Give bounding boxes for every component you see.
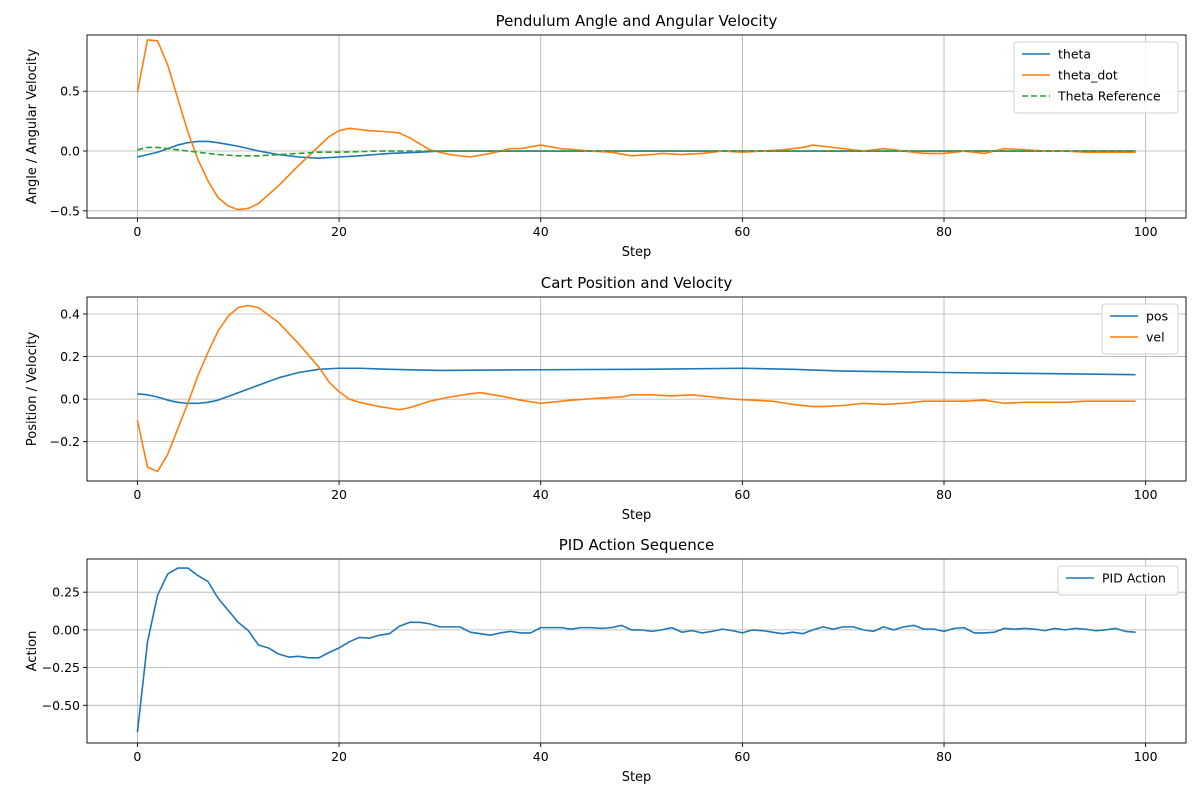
y-tick-label: 0.25 [52, 585, 80, 600]
y-tick-label: 0.4 [60, 307, 80, 322]
y-tick-label: −0.2 [50, 434, 80, 449]
legend-box [1057, 565, 1179, 596]
x-tick-label: 40 [533, 749, 549, 764]
y-tick-label: 0.0 [60, 392, 80, 407]
series-line-pid-action [136, 567, 1136, 733]
y-axis-label: Action [25, 631, 40, 672]
chart-1: 0 20 40 60 80 100 −0.5 0.0 0.5 Pendulum Angle and… [25, 12, 1187, 260]
legend-label: vel [1146, 330, 1165, 345]
x-axis-label: Step [622, 245, 652, 260]
x-tick-label: 100 [1134, 487, 1158, 502]
legend: theta theta_dot Theta Reference [1013, 41, 1179, 114]
legend-box [1013, 41, 1179, 114]
series-line-vel [136, 304, 1136, 473]
x-tick-label: 20 [331, 749, 347, 764]
x-tick-label: 100 [1134, 749, 1158, 764]
x-tick-label: 20 [331, 487, 347, 502]
y-tick-label: −0.50 [42, 698, 80, 713]
x-tick-label: 0 [133, 224, 141, 239]
chart-title: PID Action Sequence [559, 536, 715, 554]
x-tick-label: 60 [734, 224, 750, 239]
x-tick-label: 40 [533, 487, 549, 502]
series-line-pos [137, 367, 1136, 405]
y-axis-label: Angle / Angular Velocity [25, 49, 40, 205]
y-tick-label: −0.25 [42, 660, 80, 675]
x-tick-label: 100 [1134, 224, 1158, 239]
y-tick-label: 0.00 [52, 622, 80, 637]
x-tick-label: 0 [133, 487, 141, 502]
legend-label: PID Action [1102, 571, 1166, 586]
chart-title: Pendulum Angle and Angular Velocity [496, 12, 778, 30]
x-tick-label: 20 [331, 224, 347, 239]
chart-title: Cart Position and Velocity [541, 274, 733, 292]
y-tick-label: −0.5 [50, 203, 80, 218]
x-tick-label: 60 [734, 487, 750, 502]
legend: PID Action [1057, 565, 1179, 596]
chart-2: 0 20 40 60 80 100 −0.2 0.0 0.2 0.4 Cart Position a… [25, 274, 1187, 523]
legend-label: pos [1146, 309, 1168, 324]
chart-3: 0 20 40 60 80 100 −0.50 −0.25 0.00 0.25 PID Action… [25, 536, 1187, 785]
series-line-theta-reference [137, 146, 1136, 157]
series-line-theta-dot [136, 38, 1136, 211]
legend-label: theta_dot [1058, 68, 1118, 83]
x-tick-label: 0 [133, 749, 141, 764]
y-tick-label: 0.5 [60, 84, 80, 99]
x-axis-label: Step [622, 770, 652, 785]
axes-frame [86, 296, 1187, 482]
axes-frame [86, 558, 1187, 744]
x-tick-label: 80 [936, 224, 952, 239]
x-tick-label: 80 [936, 749, 952, 764]
legend-label: Theta Reference [1057, 89, 1161, 104]
axes-frame [86, 34, 1187, 219]
y-axis-label: Position / Velocity [25, 332, 40, 447]
x-tick-label: 80 [936, 487, 952, 502]
legend: pos vel [1101, 303, 1179, 355]
y-tick-label: 0.2 [60, 349, 80, 364]
x-tick-label: 60 [734, 749, 750, 764]
legend-label: theta [1058, 47, 1091, 62]
x-tick-label: 40 [533, 224, 549, 239]
x-axis-label: Step [622, 508, 652, 523]
y-tick-label: 0.0 [60, 144, 80, 159]
